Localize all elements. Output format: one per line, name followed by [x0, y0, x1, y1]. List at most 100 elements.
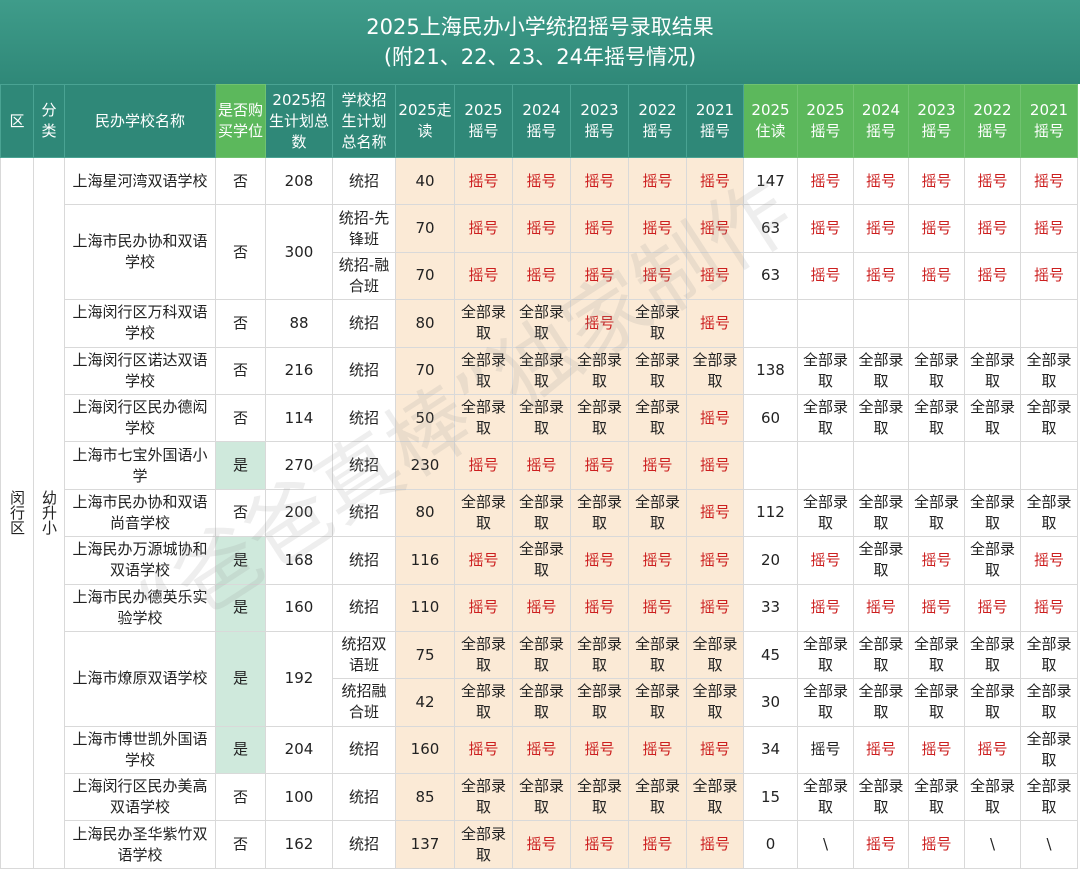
b24-cell: 全部录取 — [853, 678, 909, 727]
d21-cell: 摇号 — [686, 156, 744, 206]
d23-cell: 摇号 — [570, 156, 629, 206]
admission-results-table: 区分类 民办学校名称 是否购买学位 2025招生计划总数 学校招生计划总名称 2025走读… — [0, 84, 1078, 869]
table-body: 闵行区 幼升小 上海星河湾双语学校否 208 统招 40 摇号 摇号 摇号 摇号 摇号 147 摇号 摇号… — [0, 156, 1078, 869]
d24-cell: 全部录取 — [512, 299, 571, 348]
buy-cell: 否 — [215, 204, 266, 301]
day-cell: 70 — [395, 346, 455, 395]
b21-cell: 全部录取 — [1020, 488, 1078, 538]
b23-cell: 摇号 — [908, 251, 965, 301]
total-cell: 216 — [265, 346, 333, 395]
total-cell: 204 — [265, 725, 333, 775]
column-header: 2025住读 — [743, 84, 798, 158]
d21-cell: 摇号 — [686, 393, 744, 443]
table-row: 上海民办圣华紫竹双语学校否 162 统招 137 全部录取 摇号 摇号 摇号 摇号 0 \ 摇号 摇号 \… — [1, 820, 1078, 869]
b24-cell: 摇号 — [853, 156, 909, 206]
b23-cell: 摇号 — [908, 156, 965, 206]
d23-cell: 全部录取 — [570, 393, 629, 443]
d21-cell: 全部录取 — [686, 630, 744, 680]
b21-cell: 摇号 — [1020, 536, 1078, 585]
column-header: 2022摇号 — [964, 84, 1021, 158]
title-line-1: 2025上海民办小学统招摇号录取结果 — [366, 15, 714, 39]
d22-cell: 全部录取 — [628, 773, 687, 822]
d24-cell: 摇号 — [512, 583, 571, 632]
total-cell: 162 — [265, 820, 333, 869]
school-name-cell: 上海闵行区民办美高双语学校 — [64, 773, 216, 822]
d25-cell: 全部录取 — [454, 346, 513, 395]
column-header: 2025走读 — [395, 84, 455, 158]
buy-cell: 是 — [215, 583, 266, 632]
b22-cell — [964, 441, 1021, 490]
b23-cell: 摇号 — [908, 583, 965, 632]
table-row: 上海民办万源城协和双语学校是 168 统招 116 摇号 全部录取 摇号 摇号 摇号 20 摇号 全部… — [1, 536, 1078, 585]
d23-cell: 全部录取 — [570, 346, 629, 395]
school-name-cell: 上海市民办协和双语尚音学校 — [64, 488, 216, 538]
d25-cell: 全部录取 — [454, 299, 513, 348]
plan-cell: 统招 — [332, 536, 396, 585]
b23-cell: 全部录取 — [908, 346, 965, 395]
day-cell: 230 — [395, 441, 455, 490]
board-cell: 20 — [743, 536, 798, 585]
d23-cell: 摇号 — [570, 251, 629, 301]
d22-cell: 全部录取 — [628, 630, 687, 680]
table-row: 统招融合班 42 全部录取 全部录取 全部录取 全部录取 全部录取 30 全部录取 全部录取 全部录… — [1, 678, 1078, 727]
column-header: 是否购买学位 — [215, 84, 266, 158]
b22-cell: \ — [964, 820, 1021, 869]
plan-cell: 统招 — [332, 441, 396, 490]
total-cell: 160 — [265, 583, 333, 632]
buy-cell: 否 — [215, 773, 266, 822]
b21-cell: 全部录取 — [1020, 678, 1078, 727]
table-row: 上海市七宝外国语小学是 270 统招 230 摇号 摇号 摇号 摇号 摇号 — [1, 441, 1078, 490]
d22-cell: 全部录取 — [628, 393, 687, 443]
total-cell: 114 — [265, 393, 333, 443]
b23-cell: 摇号 — [908, 725, 965, 775]
d22-cell: 摇号 — [628, 583, 687, 632]
table-row: 上海市燎原双语学校是 192 统招双语班 75 全部录取 全部录取 全部录取 全部录取 全部录取… — [1, 630, 1078, 727]
column-header: 2021摇号 — [1020, 84, 1078, 158]
b24-cell: 全部录取 — [853, 630, 909, 680]
table-title: 2025上海民办小学统招摇号录取结果 (附21、22、23、24年摇号情况) — [0, 0, 1080, 84]
b22-cell: 全部录取 — [964, 488, 1021, 538]
d21-cell: 摇号 — [686, 441, 744, 490]
board-cell: 30 — [743, 678, 798, 727]
d22-cell: 摇号 — [628, 204, 687, 253]
buy-cell: 否 — [215, 299, 266, 348]
total-cell: 270 — [265, 441, 333, 490]
board-cell: 15 — [743, 773, 798, 822]
d21-cell: 摇号 — [686, 251, 744, 301]
plan-cell: 统招 — [332, 488, 396, 538]
table-row: 上海闵行区万科双语学校否 88 统招 80 全部录取 全部录取 摇号 全部录取 摇号 — [1, 299, 1078, 348]
total-cell: 168 — [265, 536, 333, 585]
plan-cell: 统招 — [332, 156, 396, 206]
d23-cell: 摇号 — [570, 583, 629, 632]
d23-cell: 全部录取 — [570, 773, 629, 822]
b25-cell: 全部录取 — [797, 346, 854, 395]
school-name-cell: 上海市民办协和双语学校 — [64, 204, 216, 301]
day-cell: 40 — [395, 156, 455, 206]
buy-cell: 否 — [215, 346, 266, 395]
board-cell — [743, 441, 798, 490]
b23-cell — [908, 299, 965, 348]
d21-cell: 摇号 — [686, 820, 744, 869]
plan-cell: 统招 — [332, 773, 396, 822]
board-cell — [743, 299, 798, 348]
d24-cell: 全部录取 — [512, 773, 571, 822]
d25-cell: 摇号 — [454, 441, 513, 490]
title-line-2: (附21、22、23、24年摇号情况) — [383, 45, 697, 69]
school-name-cell: 上海民办万源城协和双语学校 — [64, 536, 216, 585]
day-cell: 80 — [395, 488, 455, 538]
b21-cell: 全部录取 — [1020, 773, 1078, 822]
total-cell: 100 — [265, 773, 333, 822]
d23-cell: 摇号 — [570, 204, 629, 253]
d22-cell: 全部录取 — [628, 678, 687, 727]
b24-cell: 全部录取 — [853, 773, 909, 822]
b23-cell: 全部录取 — [908, 630, 965, 680]
school-name-cell: 上海闵行区民办德闳学校 — [64, 393, 216, 443]
column-header: 2024摇号 — [853, 84, 909, 158]
b23-cell: 全部录取 — [908, 488, 965, 538]
day-cell: 70 — [395, 251, 455, 301]
b22-cell: 摇号 — [964, 583, 1021, 632]
d24-cell: 摇号 — [512, 441, 571, 490]
b23-cell: 全部录取 — [908, 773, 965, 822]
column-header: 2021摇号 — [686, 84, 744, 158]
d24-cell: 全部录取 — [512, 393, 571, 443]
